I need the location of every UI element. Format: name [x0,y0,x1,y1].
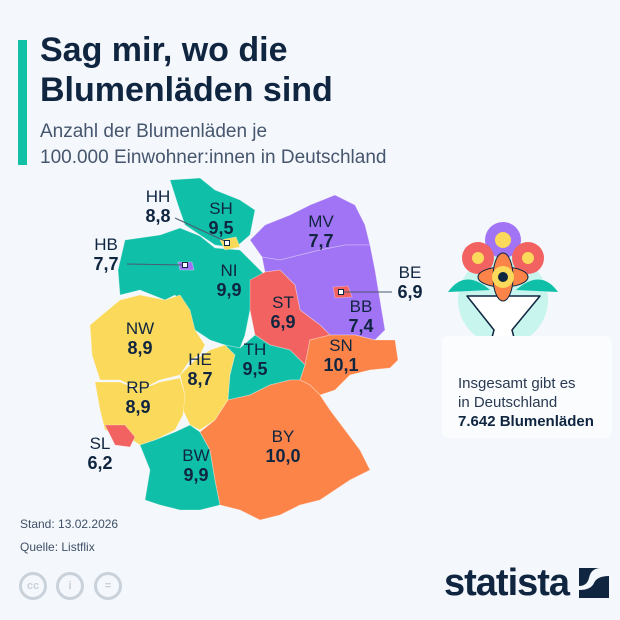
region-code-ni: NI [221,261,238,280]
cc-icon[interactable]: cc [19,572,47,600]
region-code-rp: RP [126,378,150,397]
total-card: Insgesamt gibt es in Deutschland 7.642 B… [442,336,612,438]
region-code-bw: BW [182,446,209,465]
state-mv [249,194,371,261]
region-code-st: ST [272,293,294,312]
region-code-bb: BB [350,297,373,316]
region-value-sn: 10,1 [323,355,358,375]
by-icon[interactable]: i [56,572,84,600]
stand-date: Stand: 13.02.2026 [20,517,119,531]
region-code-hh: HH [146,187,171,206]
page-title: Sag mir, wo die Blumenläden sind [40,31,333,109]
region-value-he: 8,7 [187,369,212,389]
region-value-rp: 8,9 [125,397,150,417]
region-code-th: TH [244,340,267,359]
region-value-be: 6,9 [397,282,422,302]
city-marker [338,289,344,295]
region-value-th: 9,5 [242,359,267,379]
card-total: 7.642 Blumenläden [458,413,594,430]
accent-bar [18,40,27,165]
subtitle-line-2: 100.000 Einwohner:innen in Deutschland [40,147,387,168]
region-code-sl: SL [90,434,111,453]
statista-logo-icon [578,568,609,598]
card-line-2: in Deutschland [458,394,558,411]
region-code-hb: HB [94,235,118,254]
subtitle-line-1: Anzahl der Blumenläden je [40,121,268,142]
region-value-ni: 9,9 [216,280,241,300]
state-ni [117,227,266,349]
statista-logo[interactable]: statista [444,562,609,605]
state-nw [89,294,206,391]
region-value-nw: 8,9 [127,338,152,358]
region-code-nw: NW [126,319,154,338]
region-code-be: BE [399,263,422,282]
region-code-he: HE [188,350,212,369]
state-sl [104,424,136,448]
card-line-1: Insgesamt gibt es [458,375,576,392]
city-marker [182,262,188,268]
region-code-by: BY [272,427,295,446]
state-by [199,379,371,521]
subtitle: Anzahl der Blumenläden je 100.000 Einwoh… [40,119,386,171]
region-value-hh: 8,8 [145,206,170,226]
region-value-bb: 7,4 [348,316,373,336]
region-value-hb: 7,7 [93,254,118,274]
region-value-sh: 9,5 [208,218,233,238]
region-value-sl: 6,2 [87,453,112,473]
region-value-st: 6,9 [270,312,295,332]
region-code-sn: SN [329,336,353,355]
region-value-bw: 9,9 [183,465,208,485]
city-marker [224,240,230,246]
region-value-mv: 7,7 [308,231,333,251]
region-code-sh: SH [209,199,233,218]
region-value-by: 10,0 [265,446,300,466]
nd-icon[interactable]: = [94,572,122,600]
source: Quelle: Listflix [20,540,95,554]
region-code-mv: MV [308,212,334,231]
